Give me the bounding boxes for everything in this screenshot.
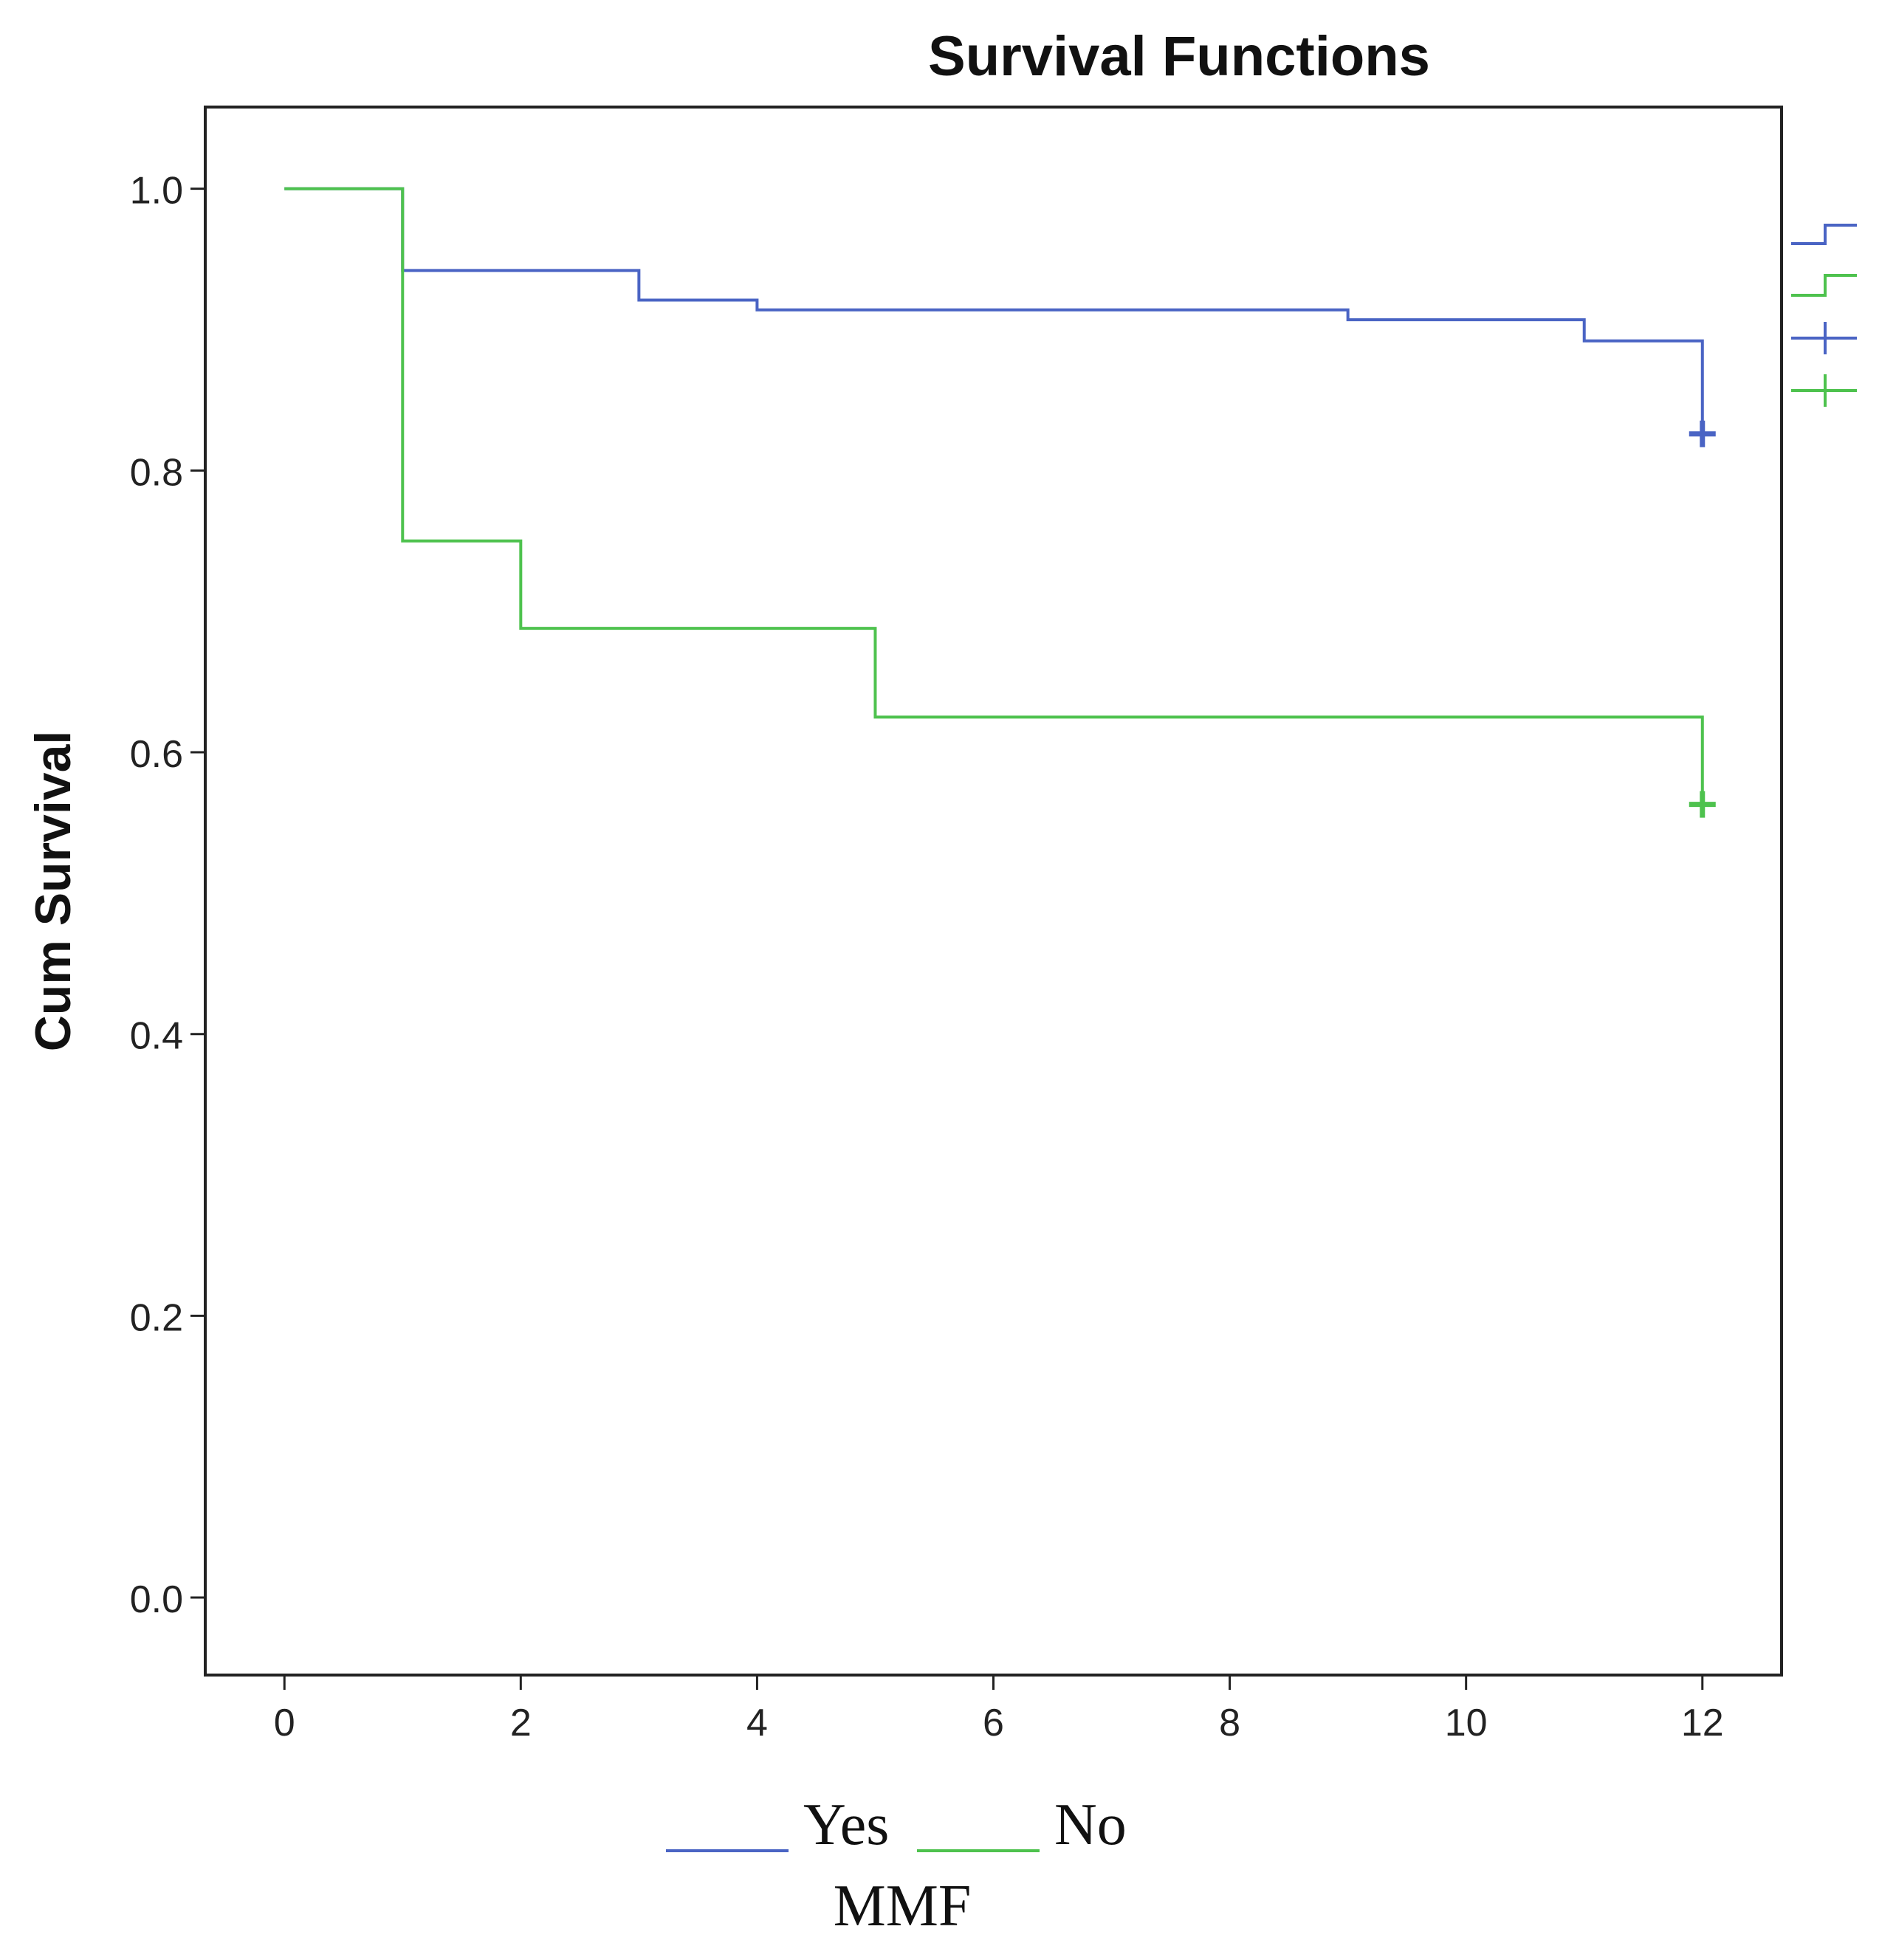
- y-tick-label-1: 0.2: [130, 1296, 183, 1339]
- y-tick-label-5: 1.0: [130, 170, 183, 213]
- x-tick-label-5: 10: [1445, 1702, 1488, 1744]
- side-legend-no-line: [1791, 274, 1857, 297]
- series-line-no: [284, 187, 1704, 805]
- y-tick-label-2: 0.4: [130, 1015, 183, 1058]
- side-legend-no-censor: [1791, 374, 1857, 407]
- legend: Yes No MMF: [666, 1792, 1127, 1939]
- censor-mark-no-0: [1689, 791, 1716, 818]
- x-tick-label-3: 6: [983, 1702, 1004, 1744]
- side-legend-yes-censor: [1791, 322, 1857, 354]
- y-axis-label: Cum Survival: [25, 731, 81, 1052]
- series-layer: [284, 187, 1716, 818]
- legend-title: MMF: [834, 1874, 972, 1939]
- legend-yes-label: Yes: [803, 1792, 889, 1857]
- chart-title: Survival Functions: [928, 25, 1430, 88]
- x-axis: 0 2 4 6 8 10 12: [274, 1675, 1724, 1744]
- x-tick-label-6: 12: [1681, 1702, 1724, 1744]
- x-tick-label-1: 2: [510, 1702, 532, 1744]
- plot-frame: [204, 106, 1783, 1677]
- y-tick-label-3: 0.6: [130, 733, 183, 776]
- series-line-yes: [284, 187, 1704, 434]
- legend-no-label: No: [1054, 1792, 1127, 1857]
- side-legend-fragment: [1791, 224, 1857, 407]
- x-tick-label-4: 8: [1219, 1702, 1240, 1744]
- x-tick-label-0: 0: [274, 1702, 295, 1744]
- censor-mark-yes-0: [1689, 420, 1716, 447]
- y-tick-label-0: 0.0: [130, 1578, 183, 1621]
- x-tick-label-2: 4: [746, 1702, 768, 1744]
- side-legend-yes-line: [1791, 224, 1857, 245]
- y-axis: 0.0 0.2 0.4 0.6 0.8 1.0: [130, 170, 205, 1621]
- y-tick-label-4: 0.8: [130, 451, 183, 494]
